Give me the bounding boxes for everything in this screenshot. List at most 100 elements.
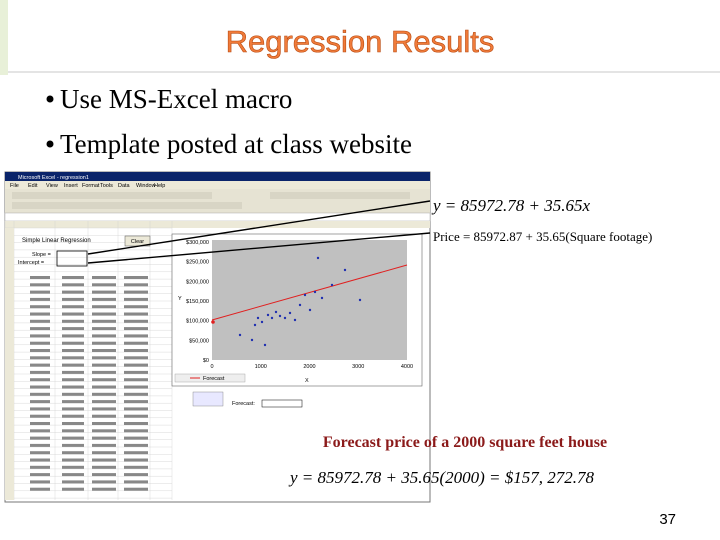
corner-accent (0, 0, 8, 75)
cell-content (124, 480, 148, 484)
chart-y-label: Y (178, 296, 182, 302)
menu-item: Data (118, 183, 131, 189)
chart-x-tick: 4000 (401, 364, 413, 370)
menu-item: Format (82, 183, 100, 189)
bullet-text: Use MS-Excel macro (60, 84, 292, 114)
bullet-dot (46, 95, 54, 103)
cell-content (62, 341, 84, 345)
cell-content (92, 487, 116, 491)
chart-y-tick: $0 (203, 358, 209, 364)
cell-content (62, 319, 84, 323)
cell-content (62, 429, 84, 433)
cell-content (124, 378, 148, 382)
bullet-text: Template posted at class website (60, 129, 412, 159)
slide-title: Regression Results (226, 24, 495, 59)
cell-content (124, 297, 148, 301)
cell-content (30, 370, 50, 374)
cell-label: Slope = (32, 252, 51, 258)
cell-content (124, 349, 148, 352)
cell-content (62, 392, 84, 396)
cell-content (62, 356, 84, 360)
cell-content (62, 422, 84, 425)
cell-content (30, 327, 50, 331)
cell-content (62, 414, 84, 418)
cell-content (30, 283, 50, 287)
menu-item: File (10, 183, 19, 189)
window-title: Microsoft Excel - regression1 (18, 175, 89, 181)
cell-content (124, 312, 148, 316)
cell-content (92, 341, 116, 345)
cell-content (30, 378, 50, 382)
cell-content (124, 385, 148, 389)
cell-content (92, 378, 116, 382)
cell-content (92, 349, 116, 352)
toolbar-icons (12, 202, 242, 209)
menu-bar (5, 181, 430, 189)
cell-content (30, 356, 50, 360)
result-cells (56, 250, 88, 267)
chart-x-label: X (305, 378, 309, 384)
forecast-cell (261, 399, 303, 408)
cell-content (92, 451, 116, 455)
cell-content (30, 407, 50, 411)
cell-content (62, 378, 84, 382)
cell-content (30, 276, 50, 279)
cell-content (92, 363, 116, 367)
cell-content (30, 312, 50, 316)
cell-content (62, 363, 84, 367)
cell-content (124, 414, 148, 418)
cell-content (62, 276, 84, 279)
cell-content (92, 436, 116, 440)
cell-content (92, 283, 116, 287)
toolbar-icons (270, 192, 410, 199)
cell-content (92, 429, 116, 433)
menu: File Edit View Insert Format Tools Data WindowH… (10, 183, 165, 189)
callout-line (87, 232, 431, 264)
forecast-point (211, 320, 215, 324)
cell-content (92, 473, 116, 477)
toolbar-icons (12, 192, 212, 199)
chart-x-tick: 1000 (255, 364, 267, 370)
cell-content (124, 400, 148, 404)
cell-content (124, 465, 148, 469)
cell-content (30, 349, 50, 352)
cell-content (92, 414, 116, 418)
cell-content (62, 297, 84, 301)
cell-content (92, 422, 116, 425)
equation: y = 85972.78 + 35.65x (431, 196, 590, 215)
menu-item: Edit (28, 183, 38, 189)
cell-content (62, 312, 84, 316)
spinner[interactable] (192, 391, 224, 407)
cell-content (30, 385, 50, 389)
page-number: 37 (659, 511, 676, 528)
bullet-dot (46, 140, 54, 148)
cell-content (92, 465, 116, 469)
cell-content (92, 276, 116, 279)
cell-content (92, 385, 116, 389)
cell-content (124, 341, 148, 345)
row-headers (5, 228, 14, 500)
cell-content (62, 290, 84, 294)
cell-content (124, 319, 148, 323)
cell-content (124, 451, 148, 455)
cell-content (30, 465, 50, 469)
cell-content (92, 392, 116, 396)
menu-item: Tools (100, 183, 113, 189)
chart-y-tick: $200,000 (186, 279, 209, 285)
cell-content (62, 400, 84, 404)
cell-content (30, 414, 50, 418)
cell-content (62, 385, 84, 389)
cell-content (62, 436, 84, 440)
menu-item: Help (154, 183, 165, 189)
excel-screenshot: Microsoft Excel - regression1 File Edit Vi… (4, 171, 431, 503)
cell-content (92, 458, 116, 462)
forecast-calculation: y = 85972.78 + 35.65(2000) = $157, 272.7… (288, 468, 595, 487)
cell-content (62, 487, 84, 491)
cell-content (124, 290, 148, 294)
button-label[interactable]: Clear (131, 239, 144, 245)
cell-content (124, 363, 148, 367)
excel-titlebar (5, 172, 430, 181)
cell-label: Intercept = (18, 260, 44, 266)
cell-content (92, 356, 116, 360)
cell-content (124, 473, 148, 477)
